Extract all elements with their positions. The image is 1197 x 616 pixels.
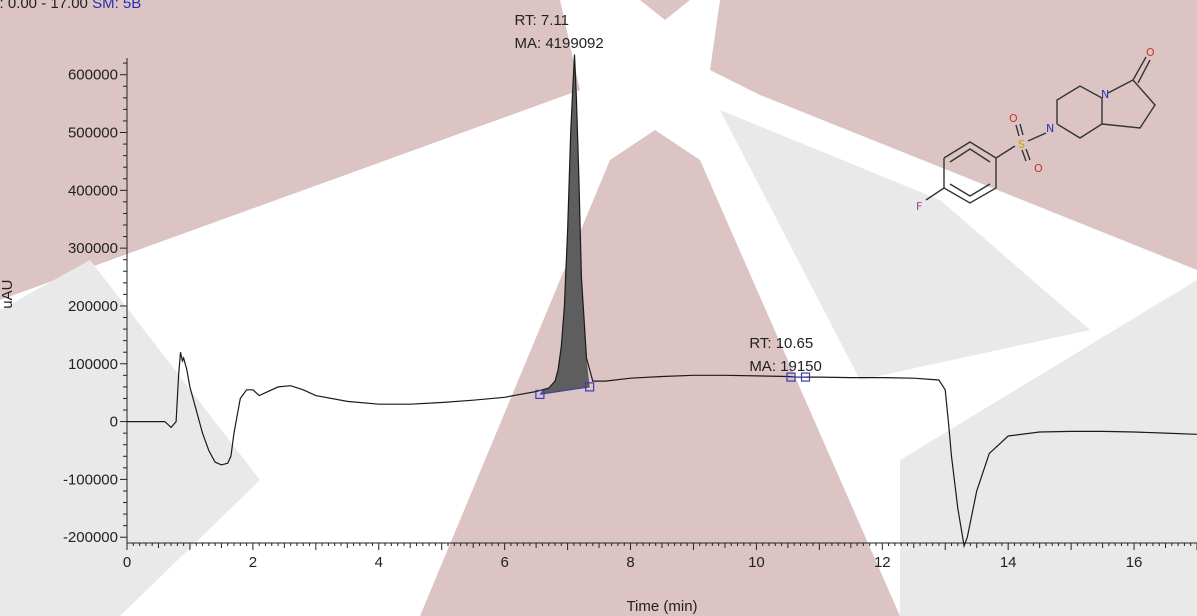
structure-bond	[1019, 123, 1024, 136]
peak-area-label: MA: 4199092	[515, 35, 604, 52]
plot-area	[127, 54, 1197, 549]
structure-bond	[1027, 132, 1047, 142]
structure-bond	[1132, 56, 1147, 81]
chemical-structure: O N S O O N F	[916, 46, 1156, 213]
structure-bond	[1025, 148, 1031, 161]
peak-area-label: MA: 19150	[749, 358, 822, 375]
structure-bond	[943, 141, 997, 204]
peak-boundary-marker	[786, 372, 796, 382]
watermark-shape	[420, 130, 900, 616]
x-axis-title: Time (min)	[626, 598, 697, 615]
structure-bond	[995, 145, 1016, 159]
peak-boundary-marker	[585, 382, 595, 392]
watermark-shape	[0, 0, 580, 300]
watermark-shape	[720, 110, 1090, 380]
peak-rt-label: RT: 10.65	[749, 335, 813, 352]
y-tick-label: 300000	[68, 240, 118, 257]
axes	[126, 58, 1197, 544]
structure-bond	[1021, 149, 1027, 162]
atom-label: F	[916, 200, 922, 213]
x-tick-label: 14	[1000, 554, 1017, 571]
structure-bond	[1015, 124, 1020, 137]
x-tick-label: 4	[375, 554, 383, 571]
atom-label: N	[1101, 88, 1109, 101]
watermark-shape	[640, 0, 690, 20]
peak-area-fill	[539, 54, 590, 395]
y-tick-label: 0	[110, 414, 118, 431]
y-tick-label: 500000	[68, 125, 118, 142]
y-tick-label: -100000	[63, 471, 118, 488]
peak-rt-label: RT: 7.11	[515, 12, 569, 29]
structure-bond	[1101, 79, 1156, 129]
structure-bond	[1056, 85, 1103, 139]
chromatogram-trace	[127, 54, 1197, 549]
structure-bond	[949, 183, 991, 197]
peak-labels: RT: 7.11 MA: 4199092 RT: 10.65 MA: 19150	[515, 12, 822, 375]
x-tick-label: 6	[500, 554, 508, 571]
y-axis-ticks: -200000 -100000 0 100000 200000 300000 400000 5…	[63, 62, 127, 546]
watermark-shape	[0, 260, 260, 616]
y-tick-label: 100000	[68, 356, 118, 373]
peak-boundary-marker	[535, 389, 545, 400]
y-tick-label: -200000	[63, 529, 118, 546]
atom-label: N	[1046, 122, 1054, 135]
y-tick-label: 200000	[68, 298, 118, 315]
atom-label: O	[1009, 112, 1018, 125]
smoothing-label: SM: 5B	[92, 0, 142, 12]
time-range-text: T: 0.00 - 17.00	[0, 0, 88, 12]
structure-bond	[949, 148, 991, 163]
peak-baseline	[539, 386, 590, 395]
chromatogram-header: T: 0.00 - 17.00 SM: 5B	[0, 0, 141, 12]
x-axis-ticks: 0 2 4 6 8 10 12 14 16	[123, 543, 1197, 571]
y-axis-title: uAU	[0, 280, 16, 309]
watermark-shape	[710, 0, 1197, 270]
structure-bond	[1137, 59, 1151, 84]
y-tick-label: 600000	[68, 67, 118, 84]
x-tick-label: 10	[748, 554, 765, 571]
structure-bond	[925, 187, 945, 201]
x-tick-label: 0	[123, 554, 131, 571]
x-tick-label: 16	[1126, 554, 1143, 571]
x-tick-label: 12	[874, 554, 891, 571]
atom-label: S	[1018, 138, 1025, 151]
atom-label: O	[1034, 162, 1043, 175]
y-tick-label: 400000	[68, 182, 118, 199]
peak-boundary-marker	[800, 372, 811, 382]
watermark-shape	[900, 280, 1197, 616]
atom-label: O	[1146, 46, 1155, 59]
x-tick-label: 2	[249, 554, 257, 571]
x-tick-label: 8	[626, 554, 634, 571]
